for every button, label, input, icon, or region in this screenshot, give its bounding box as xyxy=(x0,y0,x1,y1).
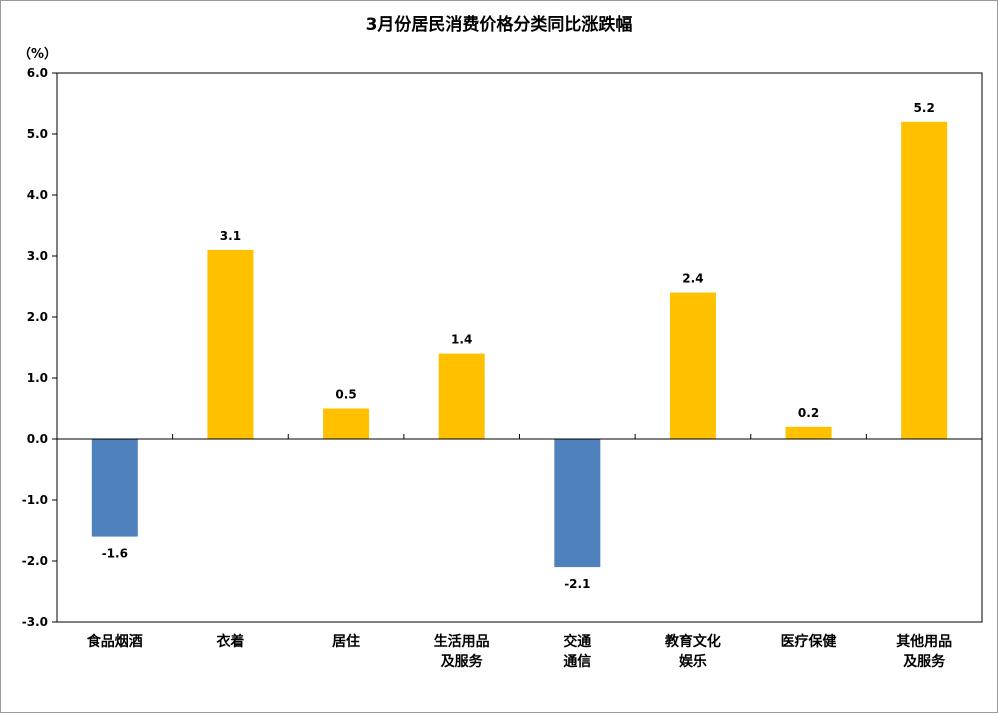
data-label: 0.5 xyxy=(335,388,356,402)
bar xyxy=(785,426,832,439)
x-category-label: 娱乐 xyxy=(679,653,707,670)
y-tick-label: -1.0 xyxy=(22,493,48,507)
x-category-label: 教育文化 xyxy=(665,633,721,650)
data-label: -1.6 xyxy=(102,547,128,561)
x-category-label: 及服务 xyxy=(903,653,946,670)
plot-border xyxy=(56,72,983,623)
x-category-label: 其他用品 xyxy=(896,633,952,650)
y-tick-label: 2.0 xyxy=(27,310,48,324)
data-label: 0.2 xyxy=(798,406,819,420)
x-category-label: 食品烟酒 xyxy=(87,633,143,650)
bar xyxy=(207,249,254,439)
bar xyxy=(901,121,948,440)
bar xyxy=(554,439,601,568)
y-tick-label: -3.0 xyxy=(22,615,48,629)
x-category-label: 通信 xyxy=(563,653,591,670)
y-tick-label: 4.0 xyxy=(27,188,48,202)
data-label: 1.4 xyxy=(451,333,472,347)
x-category-label: 生活用品 xyxy=(434,633,490,650)
x-category-label: 衣着 xyxy=(216,633,244,650)
x-category-label: 医疗保健 xyxy=(781,633,837,650)
data-label: 2.4 xyxy=(682,272,703,286)
y-axis-unit-label: （%） xyxy=(18,46,57,62)
plot-area: 6.0 5.0 4.0 3.0 2.0 1.0 0.0 -1.0 -2.0 -3.0 -1.6 食品烟… xyxy=(22,66,983,670)
x-category-label: 居住 xyxy=(332,633,360,650)
y-tick-label: 1.0 xyxy=(27,371,48,385)
bar xyxy=(669,292,716,439)
y-tick-label: -2.0 xyxy=(22,554,48,568)
y-tick-label: 3.0 xyxy=(27,249,48,263)
y-tick-label: 6.0 xyxy=(27,66,48,80)
x-category-label: 及服务 xyxy=(441,653,484,670)
y-tick-label: 0.0 xyxy=(27,432,48,446)
bar xyxy=(91,439,138,537)
data-label: 5.2 xyxy=(914,101,935,115)
bar xyxy=(438,353,485,439)
data-label: -2.1 xyxy=(564,577,590,591)
data-label: 3.1 xyxy=(220,229,241,243)
x-category-label: 交通 xyxy=(563,633,591,650)
bar xyxy=(323,408,370,439)
y-tick-label: 5.0 xyxy=(27,127,48,141)
chart-title: 3月份居民消费价格分类同比涨跌幅 xyxy=(366,14,633,35)
